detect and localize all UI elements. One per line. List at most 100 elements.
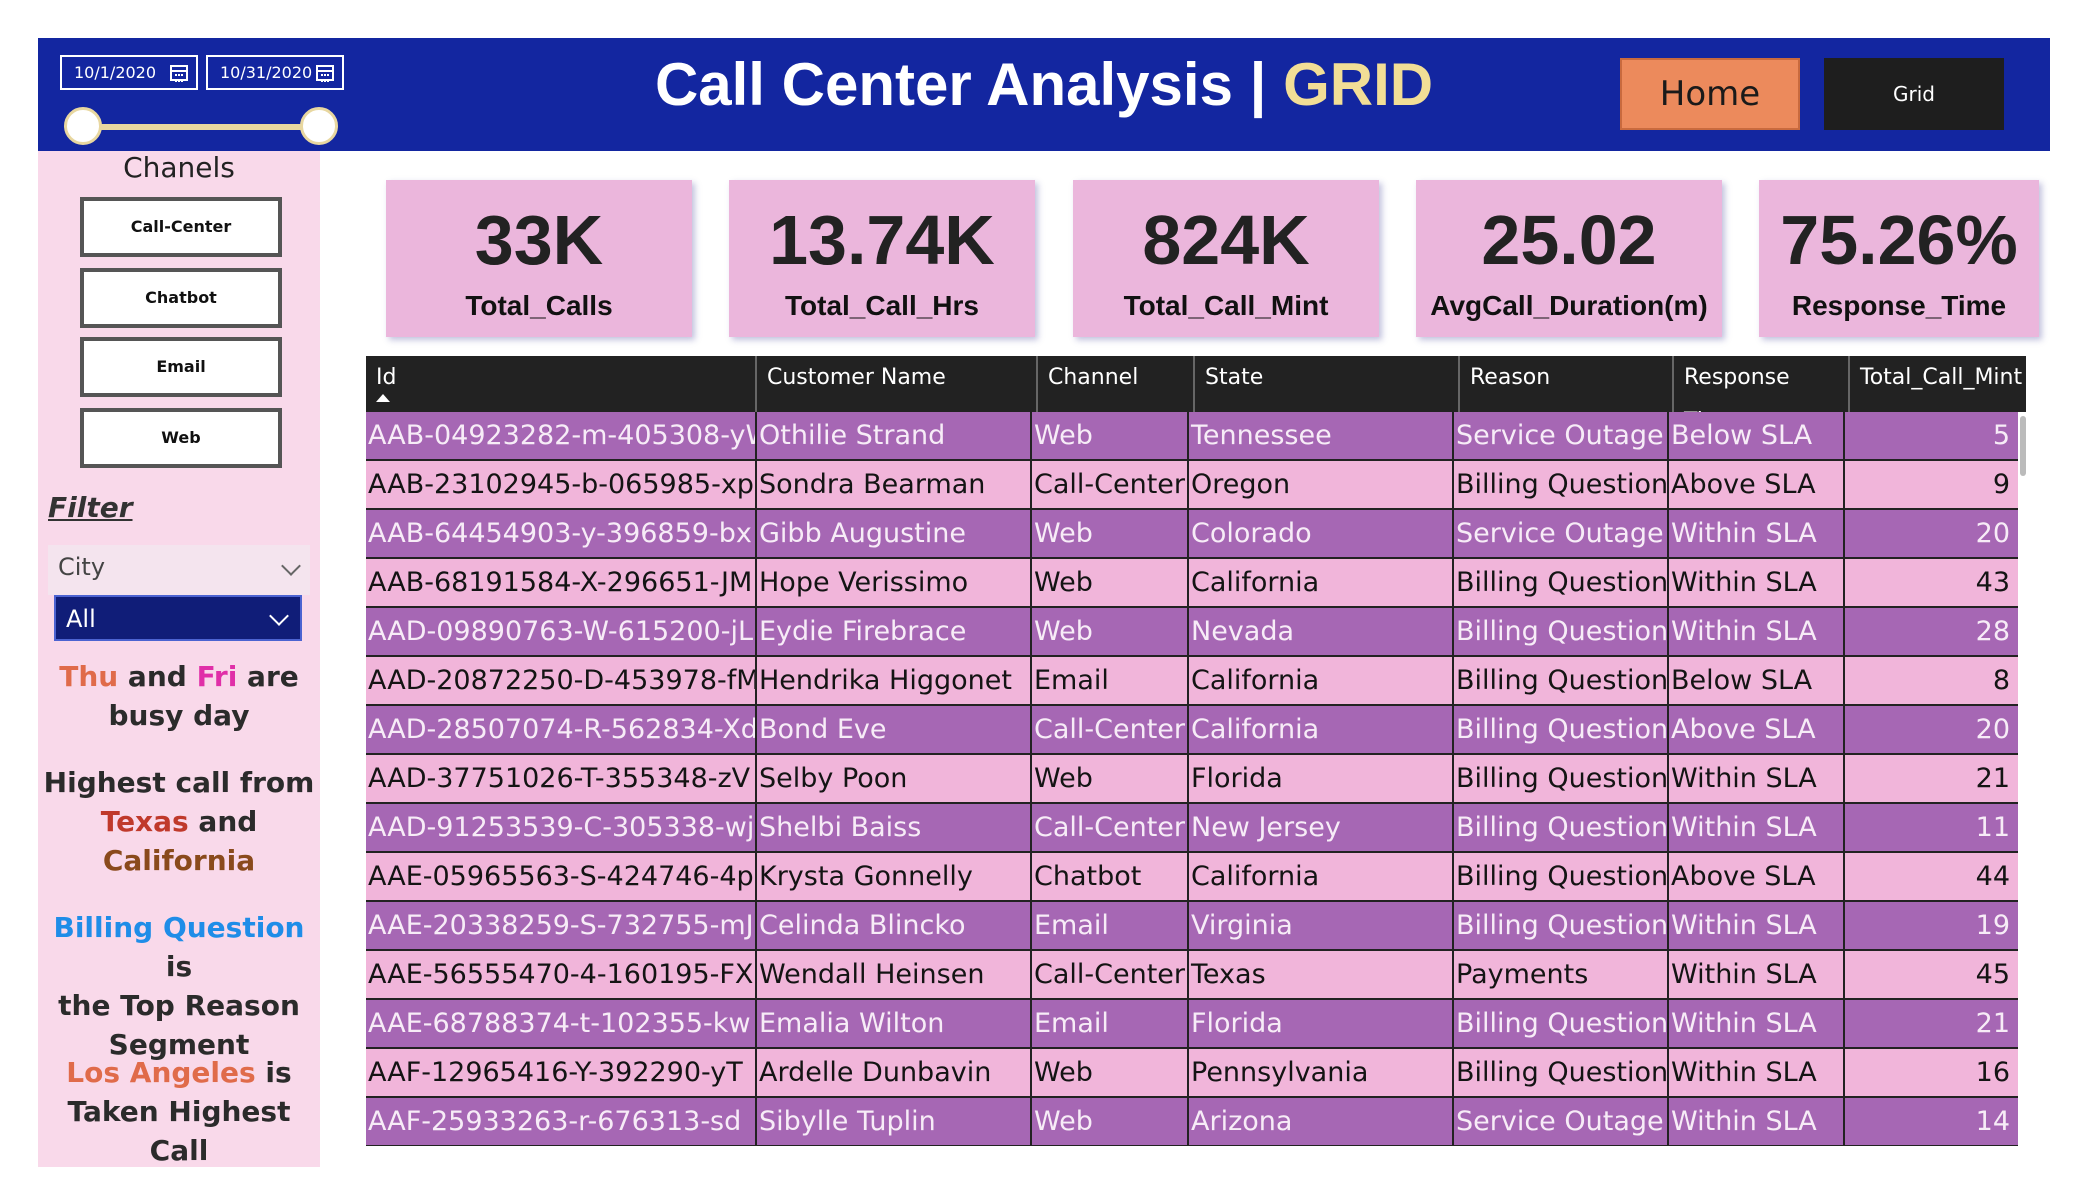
cell-channel: Email [1032,902,1189,949]
cell-total-call-mint: 45 [1975,959,2010,990]
cell-total-call-mint: 21 [1975,1008,2010,1039]
cell-state: Oregon [1189,461,1454,508]
end-date-value: 10/31/2020 [220,63,313,82]
column-header-label: Id [376,365,397,390]
cell-total-call-mint: 20 [1975,714,2010,745]
channel-button-call-center[interactable]: Call-Center [80,197,282,257]
table-row[interactable]: AAE-68788374-t-102355-kw Emalia Wilton Ema… [366,1000,2018,1049]
insight-text: is [165,950,193,983]
cell-response-time: Within SLA [1669,559,1845,606]
table-row[interactable]: AAE-56555470-4-160195-FX Wendall Heinsen C… [366,951,2018,1000]
cell-state: Florida [1189,755,1454,802]
cell-state: Virginia [1189,902,1454,949]
table-row[interactable]: AAD-91253539-C-305338-wj Shelbi Baiss Call… [366,804,2018,853]
date-range-slider-track[interactable] [86,124,322,130]
insight-text: the Top Reason [58,989,300,1022]
cell-state: Colorado [1189,510,1454,557]
cell-response-time: Below SLA [1669,657,1845,704]
city-filter-header[interactable]: City [48,545,310,595]
cell-state: Arizona [1189,1098,1454,1145]
table-row[interactable]: AAF-12965416-Y-392290-yT Ardelle Dunbavin… [366,1049,2018,1098]
chevron-down-icon[interactable] [281,556,301,576]
date-range-start-handle[interactable] [64,107,102,145]
sort-ascending-icon [376,394,390,402]
column-header-total-call-mint[interactable]: Total_Call_Mint [1860,365,2023,390]
table-row[interactable]: AAE-05965563-S-424746-4p Krysta Gonnelly C… [366,853,2018,902]
insight-text: Highest call from [43,766,315,799]
date-range-end-handle[interactable] [300,107,338,145]
cell-channel: Email [1032,1000,1189,1047]
kpi-total-call-mint: 824K Total_Call_Mint [1073,180,1379,337]
cell-customer-name: Shelbi Baiss [757,804,1032,851]
home-button[interactable]: Home [1620,58,1800,130]
table-row[interactable]: AAD-28507074-R-562834-Xd Bond Eve Call-Cen… [366,706,2018,755]
cell-channel: Email [1032,657,1189,704]
cell-id: AAE-05965563-S-424746-4p [366,853,757,900]
cell-reason: Billing Question [1454,1049,1669,1096]
column-header-response-time[interactable]: Response Time [1674,356,1850,434]
cell-id: AAD-91253539-C-305338-wj [366,804,757,851]
cell-state: Pennsylvania [1189,1049,1454,1096]
table-row[interactable]: AAB-64454903-y-396859-bx Gibb Augustine We… [366,510,2018,559]
end-date-input[interactable]: 10/31/2020 [206,55,344,90]
column-header-state[interactable]: State [1195,356,1460,412]
cell-channel: Web [1032,510,1189,557]
header-bar: 10/1/2020 10/31/2020 Call Center Analysi… [38,38,2050,151]
cell-response-time: Within SLA [1669,902,1845,949]
table-header: Id Customer Name Channel State Reason Re… [366,356,2026,434]
insight-text: Segment [108,1028,250,1061]
cell-total-call-mint: 20 [1975,518,2010,549]
column-header-customer-name[interactable]: Customer Name [757,356,1038,412]
cell-state: Florida [1189,1000,1454,1047]
table-row[interactable]: AAD-09890763-W-615200-jL Eydie Firebrace W… [366,608,2018,657]
cell-id: AAE-20338259-S-732755-mJ [366,902,757,949]
start-date-input[interactable]: 10/1/2020 [60,55,198,90]
cell-channel: Web [1032,412,1189,459]
table-row[interactable]: AAB-68191584-X-296651-JM Hope Verissimo We… [366,559,2018,608]
insight-top-city: Los Angeles is Taken Highest Call [38,1053,320,1170]
table-row[interactable]: AAB-04923282-m-405308-yW Othilie Strand We… [366,412,2018,461]
vertical-scrollbar[interactable] [2020,416,2026,476]
cell-reason: Billing Question [1454,755,1669,802]
insight-text: is [255,1056,292,1089]
cell-response-time: Within SLA [1669,1098,1845,1145]
kpi-value: 824K [1142,201,1310,279]
table-row[interactable]: AAD-37751026-T-355348-zV Selby Poon Web Flo… [366,755,2018,804]
cell-id: AAF-25933263-r-676313-sd [366,1098,757,1145]
column-header-id[interactable]: Id [366,356,757,412]
cell-id: AAD-09890763-W-615200-jL [366,608,757,655]
cell-state: California [1189,657,1454,704]
kpi-response-time: 75.26% Response_Time [1759,180,2039,337]
calendar-icon[interactable] [170,65,188,82]
channel-button-web[interactable]: Web [80,408,282,468]
page-title-accent: GRID [1283,51,1434,118]
insight-busy-days: Thu and Fri are busy day [38,657,320,735]
cell-total-call-mint: 43 [1975,567,2010,598]
cell-total-call-mint: 28 [1975,616,2010,647]
column-header-reason[interactable]: Reason [1460,356,1674,412]
kpi-total-call-hrs: 13.74K Total_Call_Hrs [729,180,1035,337]
table-row[interactable]: AAD-20872250-D-453978-fM Hendrika Higgone… [366,657,2018,706]
cell-reason: Billing Question [1454,461,1669,508]
channel-button-chatbot[interactable]: Chatbot [80,268,282,328]
cell-id: AAB-64454903-y-396859-bx [366,510,757,557]
column-header-channel[interactable]: Channel [1038,356,1195,412]
table-row[interactable]: AAB-23102945-b-065985-xp Sondra Bearman Ca… [366,461,2018,510]
calendar-icon[interactable] [316,65,334,82]
cell-state: California [1189,706,1454,753]
cell-total-call-mint: 19 [1975,910,2010,941]
cell-total-call-mint: 44 [1975,861,2010,892]
table-row[interactable]: AAE-20338259-S-732755-mJ Celinda Blincko E… [366,902,2018,951]
channel-button-email[interactable]: Email [80,337,282,397]
cell-customer-name: Sondra Bearman [757,461,1032,508]
cell-id: AAE-68788374-t-102355-kw [366,1000,757,1047]
insight-top-states: Highest call from Texas and California [38,763,320,880]
cell-customer-name: Sibylle Tuplin [757,1098,1032,1145]
grid-button[interactable]: Grid [1824,58,2004,130]
kpi-label: AvgCall_Duration(m) [1430,290,1708,321]
city-dropdown[interactable]: All [54,595,302,641]
table-row[interactable]: AAF-25933263-r-676313-sd Sibylle Tuplin We… [366,1098,2018,1146]
chevron-down-icon[interactable] [269,606,289,626]
insight-state-texas: Texas [100,805,189,838]
cell-reason: Billing Question [1454,559,1669,606]
